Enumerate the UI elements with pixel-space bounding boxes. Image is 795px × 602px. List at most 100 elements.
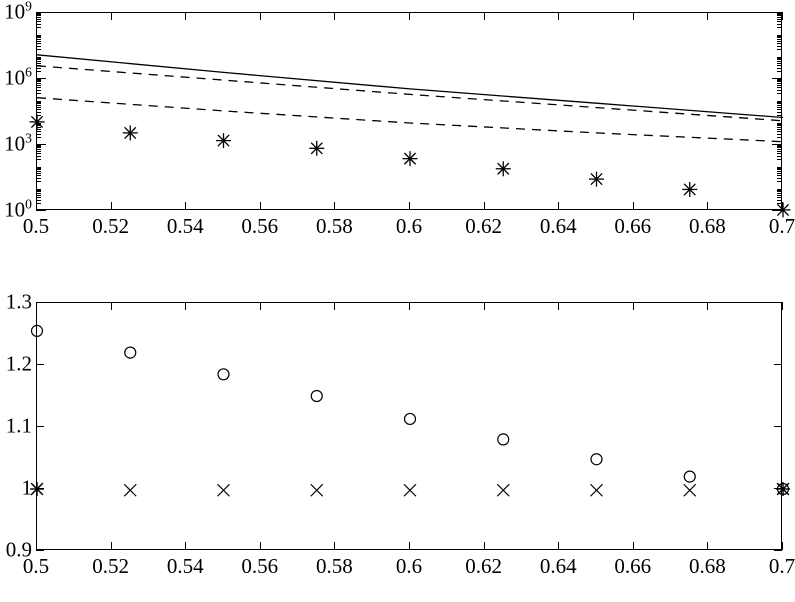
top-plot-yminor [36, 21, 41, 22]
bottom-plot-x-marker [591, 484, 603, 496]
top-plot-xtick-top [260, 12, 261, 20]
top-plot-yminor [36, 65, 41, 66]
top-plot-yminor-right [777, 189, 782, 190]
top-plot-star-marker [123, 125, 138, 140]
top-plot-xtick-top [558, 12, 559, 20]
top-plot-yminor-right [777, 131, 782, 132]
top-plot-area [36, 12, 782, 210]
top-plot-yminor [36, 125, 41, 126]
top-plot-yminor [36, 190, 41, 191]
top-plot-yminor-right [777, 14, 782, 15]
top-plot-yminor-right [777, 59, 782, 60]
top-plot-yminor-right [777, 171, 782, 172]
top-plot-yminor-right [777, 190, 782, 191]
top-plot-yminor [36, 146, 41, 147]
top-plot-yminor-right [777, 145, 782, 146]
top-plot-yminor [36, 80, 41, 81]
top-plot-yminor-right [777, 63, 782, 64]
bottom-plot-xtick [334, 542, 335, 550]
top-plot-yminor-right [777, 13, 782, 14]
bottom-plot-xtick-top [111, 302, 112, 310]
top-plot-yminor-right [777, 79, 782, 80]
top-plot-yminor-right [777, 61, 782, 62]
bottom-plot-xtick-label: 0.7 [769, 554, 795, 579]
top-plot-yminor-right [777, 200, 782, 201]
top-plot-line-solid [37, 55, 783, 118]
top-plot-yminor-right [777, 178, 782, 179]
bottom-plot-x-marker [497, 484, 509, 496]
top-plot-star-marker [589, 172, 604, 187]
bottom-plot-xtick [111, 542, 112, 550]
top-plot-yminor [36, 79, 41, 80]
top-plot-yminor-right [777, 181, 782, 182]
top-plot-yminor [36, 137, 41, 138]
bottom-plot-xtick-top [334, 302, 335, 310]
top-plot-yminor [36, 123, 41, 124]
bottom-plot-svg [37, 303, 783, 551]
top-plot-xtick-top [782, 12, 783, 20]
top-plot-yminor-right [777, 109, 782, 110]
bottom-plot-xtick [782, 542, 783, 550]
top-plot-yminor-right [777, 175, 782, 176]
top-plot-yminor [36, 115, 41, 116]
top-plot-line-dashed-2 [37, 98, 783, 142]
top-plot-ytick-label: 106 [4, 66, 32, 91]
bottom-plot-xtick [707, 542, 708, 550]
top-plot-xtick [111, 202, 112, 210]
top-plot-yminor-right [777, 49, 782, 50]
top-plot-xtick-top [185, 12, 186, 20]
top-plot-yminor [36, 168, 41, 169]
top-plot-yminor [36, 112, 41, 113]
bottom-plot-ytick [36, 550, 44, 551]
top-plot-yminor-right [777, 169, 782, 170]
top-plot-ytick-label: 100 [4, 198, 32, 223]
top-plot-xtick-label: 0.54 [167, 214, 204, 239]
top-plot-yminor-right [777, 123, 782, 124]
bottom-plot-xtick-label: 0.66 [614, 554, 651, 579]
top-plot-yminor-right [777, 103, 782, 104]
top-plot-yminor-right [777, 112, 782, 113]
bottom-plot-ytick [36, 426, 44, 427]
top-plot-yminor-right [777, 37, 782, 38]
top-plot-yminor-right [777, 39, 782, 40]
top-plot-yminor-right [777, 65, 782, 66]
bottom-plot-xtick [558, 542, 559, 550]
top-plot-yminor-right [777, 195, 782, 196]
top-plot-star-marker [216, 133, 231, 148]
top-plot-ytick [36, 210, 46, 211]
top-plot-yminor [36, 107, 41, 108]
top-plot-yminor [36, 63, 41, 64]
bottom-plot-xtick-label: 0.54 [167, 554, 204, 579]
top-plot-yminor [36, 15, 41, 16]
top-plot-yminor-right [777, 125, 782, 126]
bottom-plot-ytick-right [774, 364, 782, 365]
top-plot-yminor [36, 131, 41, 132]
top-plot-xtick [633, 202, 634, 210]
top-plot-yminor-right [777, 15, 782, 16]
top-plot-yminor-right [777, 134, 782, 135]
top-plot-yminor [36, 36, 41, 37]
top-plot-yminor [36, 149, 41, 150]
top-plot-yminor-right [777, 146, 782, 147]
top-plot-yminor-right [777, 173, 782, 174]
top-plot-yminor-right [777, 127, 782, 128]
bottom-plot-star-marker [776, 482, 790, 496]
top-plot-yminor-right [777, 115, 782, 116]
bottom-plot-ytick-label: 1 [22, 476, 33, 501]
top-plot-yminor-right [777, 85, 782, 86]
top-plot-yminor [36, 197, 41, 198]
top-plot-yminor [36, 37, 41, 38]
top-plot-yminor [36, 124, 41, 125]
top-plot-xtick-top [111, 12, 112, 20]
bottom-plot-xtick [185, 542, 186, 550]
top-plot-yminor-right [777, 90, 782, 91]
top-plot-xtick [558, 202, 559, 210]
bottom-plot-xtick [36, 542, 37, 550]
top-plot-yminor [36, 181, 41, 182]
bottom-plot-xtick-label: 0.6 [396, 554, 422, 579]
bottom-plot-x-marker [684, 484, 696, 496]
top-plot-xtick [409, 202, 410, 210]
bottom-plot-ytick-right [774, 426, 782, 427]
top-plot-yminor-right [777, 83, 782, 84]
top-plot-yminor-right [777, 147, 782, 148]
